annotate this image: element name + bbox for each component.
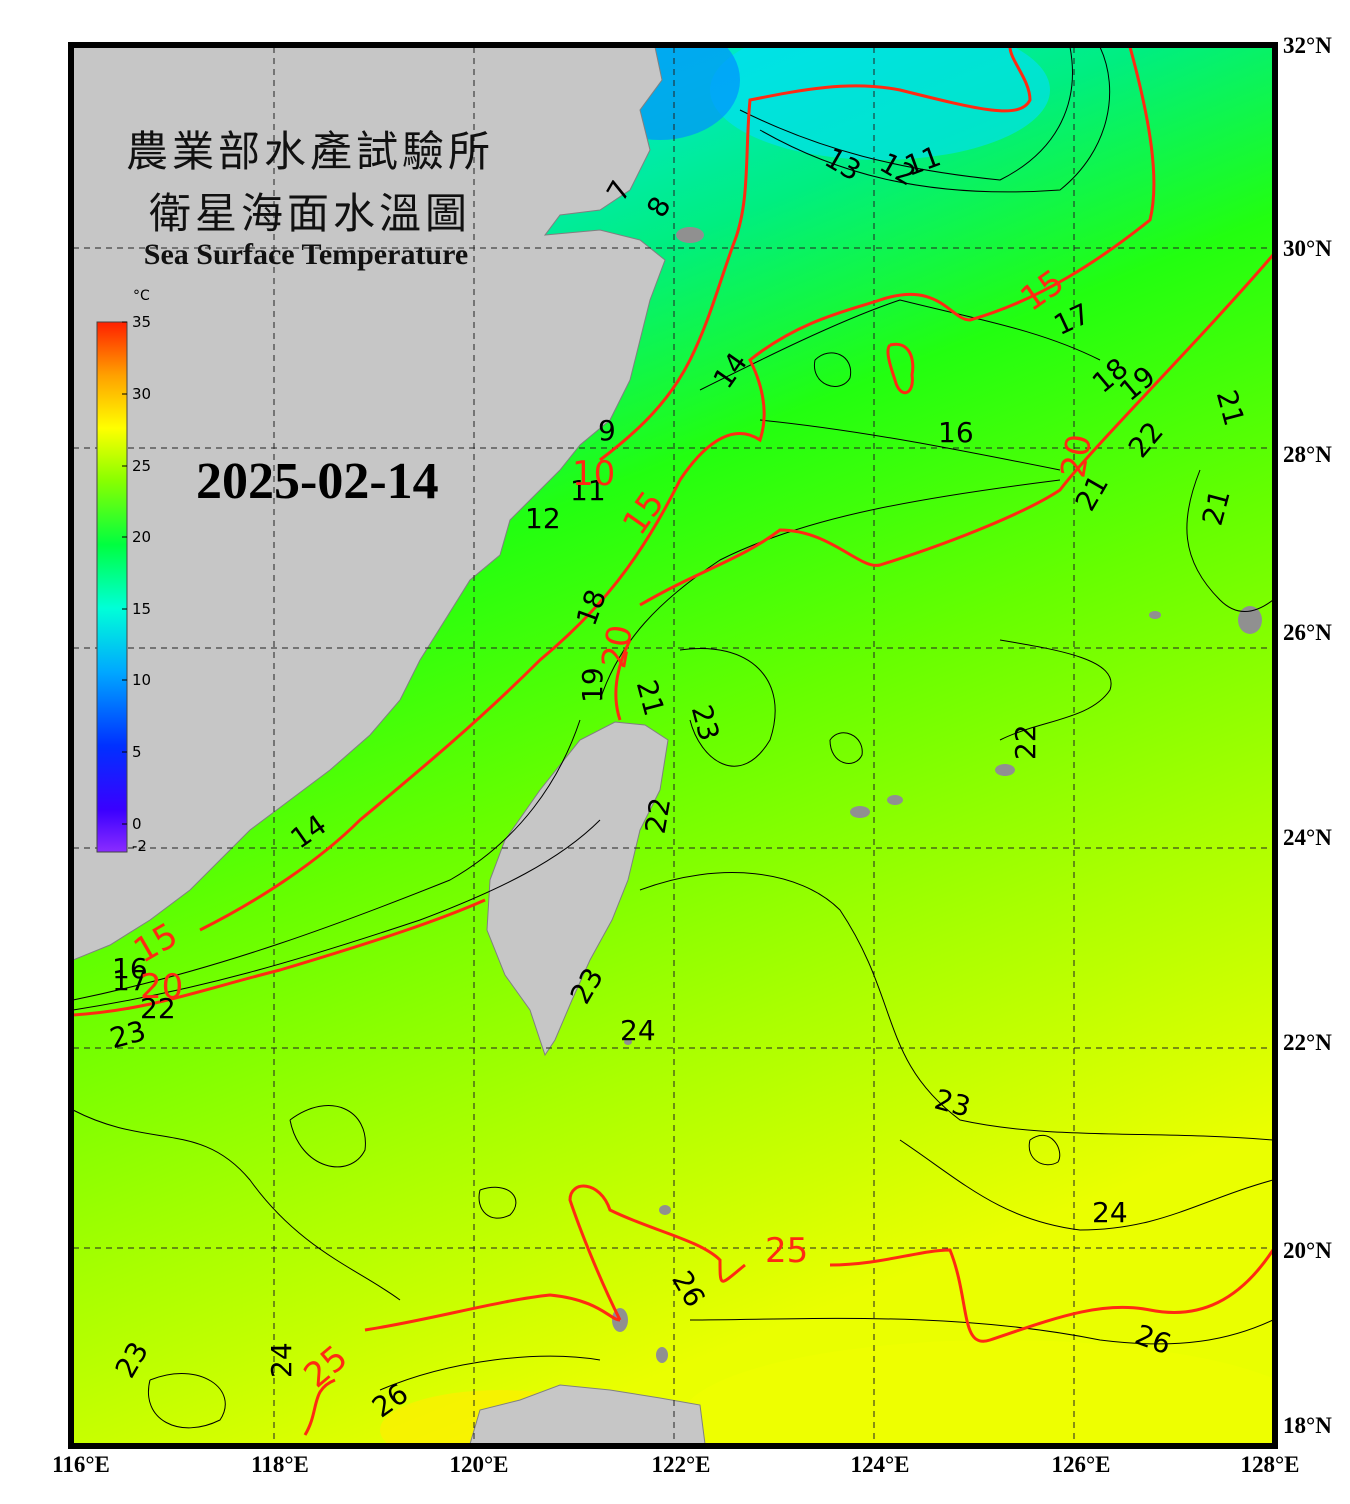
isotherm-label-red: 20 bbox=[1053, 431, 1100, 481]
isotherm-label: 9 bbox=[598, 414, 616, 447]
longitude-label: 124°E bbox=[850, 1452, 910, 1477]
isotherm-label-red: 10 bbox=[572, 454, 615, 494]
latitude-label: 26°N bbox=[1283, 620, 1332, 645]
latitude-label: 30°N bbox=[1283, 236, 1332, 261]
graticule bbox=[73, 47, 1273, 1444]
longitude-label: 116°E bbox=[52, 1452, 110, 1477]
isotherm-label-red: 20 bbox=[594, 622, 641, 672]
colorbar bbox=[96, 321, 128, 853]
small-islands bbox=[612, 227, 1262, 1363]
isotherm-label: 22 bbox=[140, 992, 176, 1025]
latitude-label: 32°N bbox=[1283, 33, 1332, 58]
isotherm-label-red: 25 bbox=[765, 1231, 808, 1271]
warm-pool bbox=[680, 1340, 1273, 1444]
longitude-label: 120°E bbox=[449, 1452, 509, 1477]
isotherm-label: 16 bbox=[112, 952, 148, 985]
taiwan-island bbox=[486, 721, 669, 1057]
title-line-2: 衛星海面水溫圖 bbox=[148, 189, 471, 238]
longitude-label: 126°E bbox=[1051, 1452, 1111, 1477]
isotherm-label: 24 bbox=[265, 1342, 298, 1378]
map-frame-border bbox=[68, 42, 1278, 1449]
black-isotherms bbox=[73, 47, 1273, 1429]
colorbar-tick-label: -2 bbox=[132, 837, 147, 855]
colorbar-tick-label: 25 bbox=[132, 457, 152, 475]
isotherm-label: 22 bbox=[1009, 724, 1042, 760]
colorbar-tick-label: 15 bbox=[132, 600, 152, 618]
isotherm-label-red: 20 bbox=[140, 967, 183, 1007]
latitude-label: 18°N bbox=[1283, 1413, 1332, 1438]
colorbar-tick-label: 35 bbox=[132, 313, 152, 331]
isotherm-label: 24 bbox=[620, 1014, 656, 1047]
cold-pool bbox=[710, 47, 1050, 160]
latitude-label: 22°N bbox=[1283, 1030, 1332, 1055]
latitude-label: 24°N bbox=[1283, 825, 1332, 850]
isotherm-label: 11 bbox=[570, 474, 606, 507]
colorbar-tick-label: 20 bbox=[132, 528, 152, 546]
isotherm-label: 16 bbox=[938, 416, 974, 449]
latitude-label: 20°N bbox=[1283, 1238, 1332, 1263]
isotherm-label: 19 bbox=[576, 667, 609, 703]
map-date: 2025-02-14 bbox=[196, 453, 439, 510]
colorbar-ticks bbox=[122, 321, 127, 825]
longitude-label: 118°E bbox=[251, 1452, 309, 1477]
colorbar-tick-label: 10 bbox=[132, 671, 152, 689]
red-isotherms bbox=[73, 47, 1273, 1436]
colorbar-tick-label: 5 bbox=[132, 743, 142, 761]
longitude-label: 128°E bbox=[1240, 1452, 1300, 1477]
longitude-label: 122°E bbox=[651, 1452, 711, 1477]
isotherm-label: 22 bbox=[639, 795, 678, 836]
china-mainland bbox=[73, 47, 666, 961]
isotherm-label: 17 bbox=[112, 964, 148, 997]
title-english: Sea Surface Temperature bbox=[143, 238, 469, 271]
luzon-island bbox=[469, 1384, 706, 1444]
latitude-label: 28°N bbox=[1283, 442, 1332, 467]
title-line-1: 農業部水產試驗所 bbox=[125, 127, 494, 176]
isotherm-label: 24 bbox=[1092, 1196, 1128, 1229]
colorbar-tick-label: 0 bbox=[132, 815, 142, 833]
colorbar-unit: °C bbox=[133, 288, 150, 304]
isotherm-label: 12 bbox=[525, 502, 561, 535]
colorbar-tick-label: 30 bbox=[132, 385, 152, 403]
